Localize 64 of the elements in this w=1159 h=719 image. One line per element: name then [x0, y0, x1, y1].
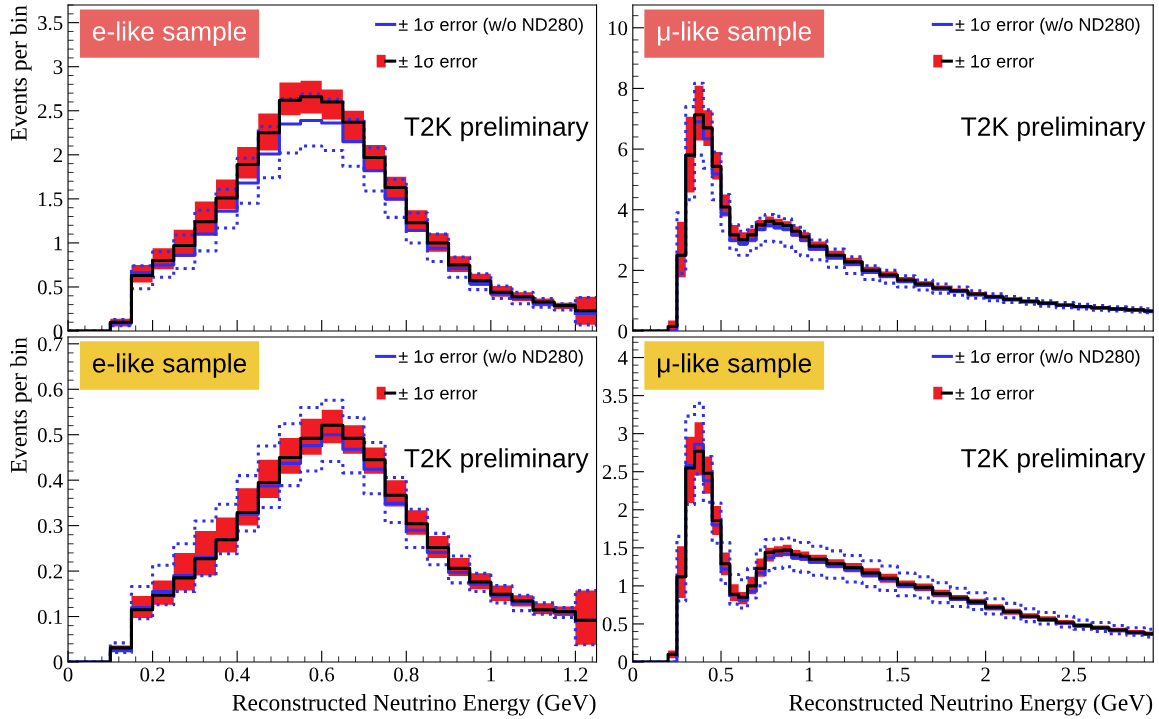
y-tick-label: 0.7 [37, 337, 63, 352]
y-tick-label: 2.5 [38, 104, 63, 119]
y-tick-label: 0.3 [37, 519, 63, 534]
x-tick-label: 0.5 [708, 667, 734, 682]
y-tick-label: 2.5 [602, 465, 628, 480]
legend-label: ± 1σ error [398, 386, 478, 400]
y-tick-label: 2 [618, 263, 627, 278]
legend-label: ± 1σ error [955, 386, 1034, 400]
y-tick-label: 1 [54, 236, 62, 251]
y-tick-label: 10 [608, 21, 628, 36]
y-tick-label: 0.6 [37, 382, 63, 397]
x-tick-label: 2 [981, 667, 990, 682]
y-tick-label: 0.1 [37, 609, 62, 625]
y-tick-label: 0.5 [602, 617, 628, 632]
annotation: T2K preliminary [404, 448, 589, 473]
x-tick-label: 1.2 [564, 667, 588, 682]
text: μ-like sample [658, 21, 812, 46]
legend-label: ± 1σ error (w/o ND280) [398, 349, 583, 367]
annotation: T2K preliminary [961, 448, 1146, 473]
y-tick-label: 0 [618, 324, 628, 339]
y-tick-label: 6 [618, 142, 628, 157]
legend-label: ± 1σ error (w/o ND280) [955, 17, 1140, 35]
y-tick-label: 0.5 [37, 428, 63, 443]
x-axis-title: Reconstructed Neutrino Energy (GeV) [789, 694, 1153, 716]
y-tick-label: 3 [53, 60, 63, 75]
x-tick-label: 1.5 [886, 667, 910, 682]
y-tick-label: 0 [53, 655, 63, 670]
x-tick-label: 1 [805, 667, 814, 682]
x-tick-label: 0.8 [394, 667, 419, 682]
x-tick-label: 0 [63, 667, 73, 682]
y-tick-label: 1.5 [38, 192, 63, 207]
legend-label: ± 1σ error (w/o ND280) [955, 349, 1140, 367]
y-tick-label: 1.5 [603, 541, 628, 556]
x-tick-label: 0 [628, 667, 638, 682]
x-tick-label: 0.4 [224, 667, 250, 682]
legend-label: ± 1σ error [955, 55, 1034, 68]
y-tick-label: 3.5 [602, 389, 628, 404]
y-tick-label: 3 [618, 427, 628, 442]
y-tick-label: 0 [53, 324, 63, 339]
y-tick-label: 0 [618, 655, 628, 670]
text: e-like sample [92, 353, 247, 378]
x-tick-label: 1 [487, 667, 495, 682]
x-axis-title: Reconstructed Neutrino Energy (GeV) [232, 694, 596, 716]
y-tick-label: 3.5 [38, 16, 63, 31]
legend-label: ± 1σ error (w/o ND280) [398, 17, 583, 35]
y-tick-label: 0.2 [37, 564, 63, 579]
text: μ-like sample [658, 353, 812, 378]
text: e-like sample [92, 21, 247, 46]
y-tick-label: 0.5 [37, 280, 63, 295]
annotation: T2K preliminary [404, 116, 589, 142]
x-tick-label: 0.2 [140, 667, 165, 682]
y-tick-label: 1 [619, 579, 627, 594]
y-axis-title: Events per bin [10, 5, 32, 141]
y-tick-label: 2 [53, 148, 63, 163]
x-tick-label: 2.5 [1061, 667, 1087, 682]
y-tick-label: 2 [618, 503, 627, 517]
y-tick-label: 8 [618, 81, 628, 96]
y-tick-label: 0.4 [37, 473, 63, 488]
legend-label: ± 1σ error [398, 55, 478, 68]
y-axis-title: Events per bin [10, 337, 32, 473]
y-tick-label: 4 [617, 351, 628, 365]
x-tick-label: 0.6 [309, 667, 335, 682]
annotation: T2K preliminary [961, 116, 1146, 142]
y-tick-label: 4 [617, 203, 628, 217]
